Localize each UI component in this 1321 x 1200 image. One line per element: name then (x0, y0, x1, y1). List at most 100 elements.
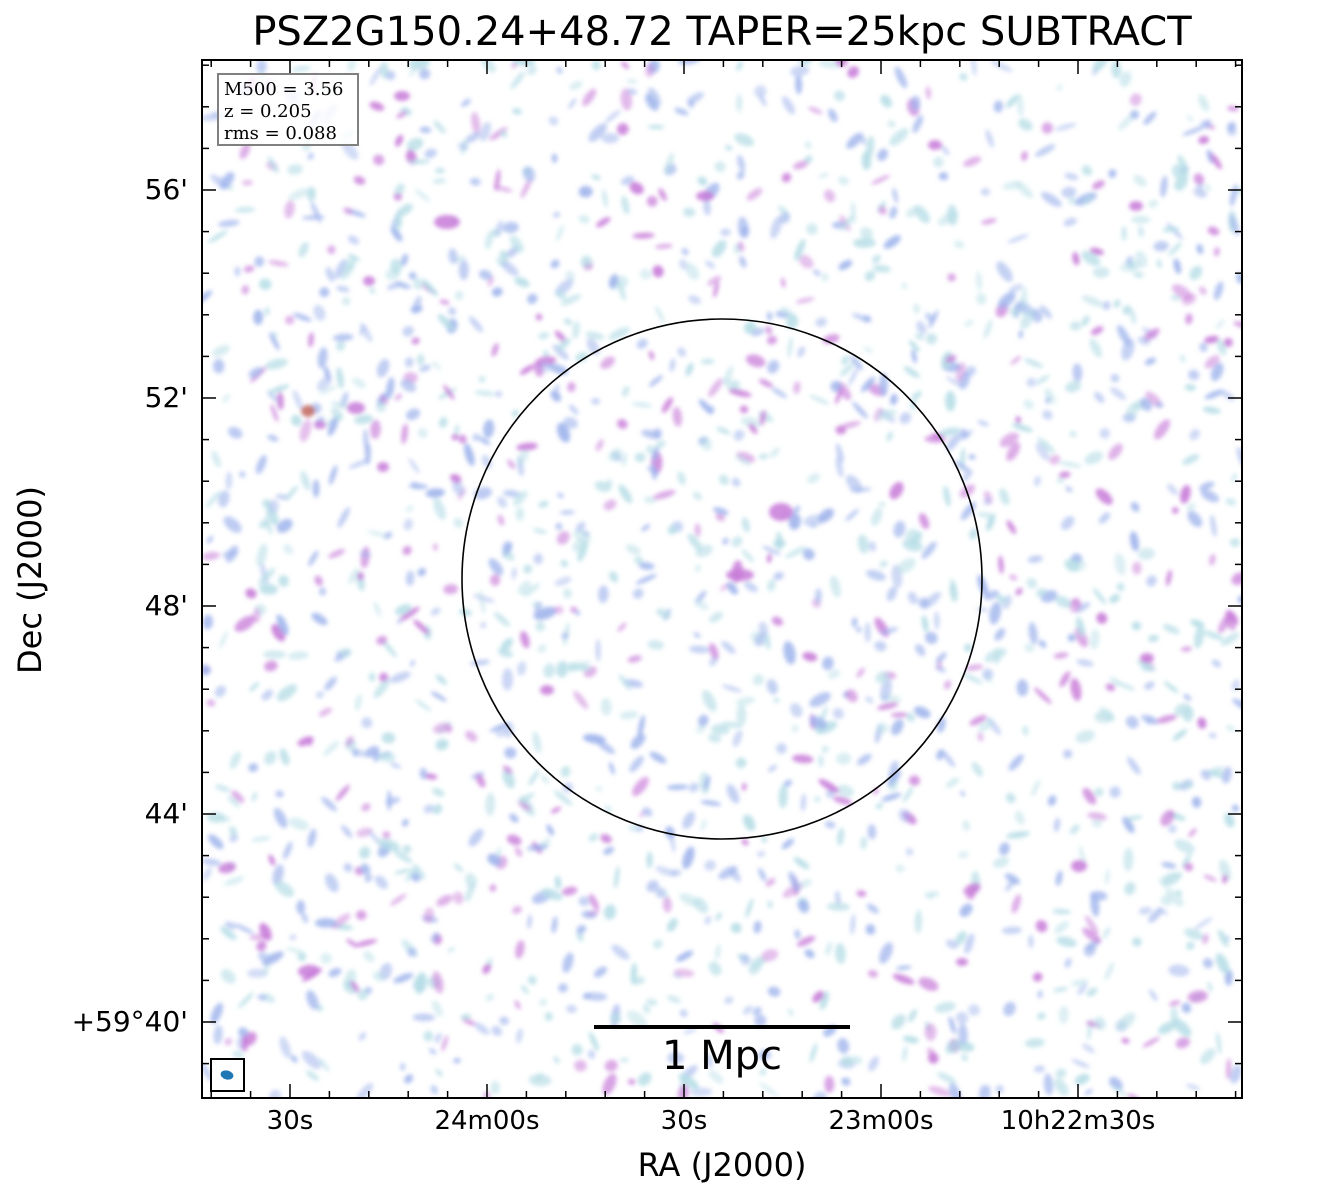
bright-emission-blob (394, 91, 410, 101)
emission-blob (319, 287, 330, 298)
emission-blob (1172, 1018, 1192, 1037)
emission-blob (979, 1085, 991, 1090)
emission-blob (381, 732, 396, 744)
emission-blob (748, 956, 764, 975)
emission-blob (645, 63, 655, 78)
emission-blob (502, 769, 515, 789)
emission-blob (270, 404, 279, 423)
emission-blob (1055, 870, 1063, 886)
emission-blob (964, 933, 975, 955)
emission-blob (1157, 872, 1174, 883)
emission-blob (795, 297, 815, 304)
emission-blob (709, 643, 719, 661)
emission-blob (1006, 442, 1021, 462)
emission-blob (291, 65, 312, 72)
emission-blob (788, 871, 800, 893)
emission-blob (1004, 873, 1021, 885)
emission-blob (797, 899, 810, 913)
emission-blob (1189, 265, 1203, 281)
emission-blob (767, 579, 776, 592)
emission-blob (758, 378, 774, 388)
emission-blob (702, 690, 717, 712)
emission-blob (631, 402, 653, 408)
emission-blob (945, 939, 959, 949)
emission-blob (1071, 1059, 1090, 1069)
emission-blob (1133, 271, 1144, 278)
emission-blob (693, 897, 709, 914)
emission-blob (890, 712, 908, 718)
emission-blob (582, 88, 597, 107)
emission-blob (1065, 380, 1082, 393)
emission-blob (933, 611, 940, 630)
emission-blob (1109, 594, 1121, 604)
emission-blob (753, 920, 762, 934)
emission-blob (570, 606, 577, 613)
emission-blob (1138, 906, 1152, 915)
emission-blob (883, 235, 901, 249)
emission-blob (961, 1054, 969, 1062)
emission-blob (318, 707, 333, 717)
emission-blob (1033, 1065, 1046, 1073)
emission-blob (353, 414, 374, 425)
emission-blob (389, 671, 411, 683)
emission-blob (790, 703, 803, 718)
emission-blob (1008, 754, 1024, 771)
emission-blob (445, 725, 453, 734)
emission-blob (638, 562, 655, 570)
emission-blob (213, 1025, 223, 1045)
emission-blob (756, 850, 766, 858)
emission-blob (1215, 319, 1225, 330)
emission-blob (273, 807, 288, 829)
emission-blob (963, 156, 982, 167)
emission-blob (837, 1037, 850, 1054)
emission-blob (1064, 172, 1079, 181)
emission-blob (235, 206, 256, 213)
emission-blob (461, 98, 471, 107)
emission-blob (1202, 406, 1221, 414)
emission-blob (741, 416, 761, 428)
emission-blob (405, 570, 415, 586)
emission-blob (416, 354, 425, 366)
emission-blob (1137, 547, 1155, 560)
emission-blob (971, 60, 977, 76)
emission-blob (845, 474, 863, 494)
emission-blob (205, 490, 222, 508)
bright-emission-blob (540, 685, 554, 695)
emission-blob (314, 575, 323, 586)
emission-blob (627, 655, 642, 663)
x-tick-label: 23m00s (828, 1106, 934, 1136)
emission-blob (256, 60, 267, 74)
emission-blob (307, 828, 317, 848)
emission-blob (868, 541, 877, 552)
emission-blob (248, 763, 259, 773)
emission-blob (202, 614, 214, 630)
emission-blob (265, 358, 288, 370)
emission-blob (328, 465, 338, 485)
emission-blob (1144, 357, 1156, 366)
emission-blob (454, 424, 460, 437)
emission-blob (300, 470, 311, 491)
emission-blob (487, 853, 502, 866)
emission-blob (306, 990, 319, 1010)
emission-blob (941, 145, 950, 156)
emission-blob (818, 779, 840, 793)
emission-blob (554, 790, 573, 806)
emission-blob (1217, 929, 1229, 947)
emission-blob (1153, 241, 1169, 252)
emission-blob (1125, 715, 1139, 729)
emission-blob (1196, 243, 1204, 255)
emission-blob (993, 100, 1004, 113)
emission-blob (1081, 295, 1104, 307)
emission-blob (937, 660, 943, 670)
emission-blob (537, 644, 547, 653)
emission-blob (921, 615, 929, 633)
emission-blob (1023, 358, 1044, 369)
emission-blob (1199, 481, 1215, 491)
emission-blob (1090, 893, 1100, 917)
emission-blob (1231, 679, 1241, 692)
emission-blob (469, 177, 481, 186)
emission-blob (767, 764, 777, 773)
emission-blob (1186, 941, 1195, 950)
emission-blob (1052, 909, 1072, 915)
emission-blob (959, 428, 969, 439)
